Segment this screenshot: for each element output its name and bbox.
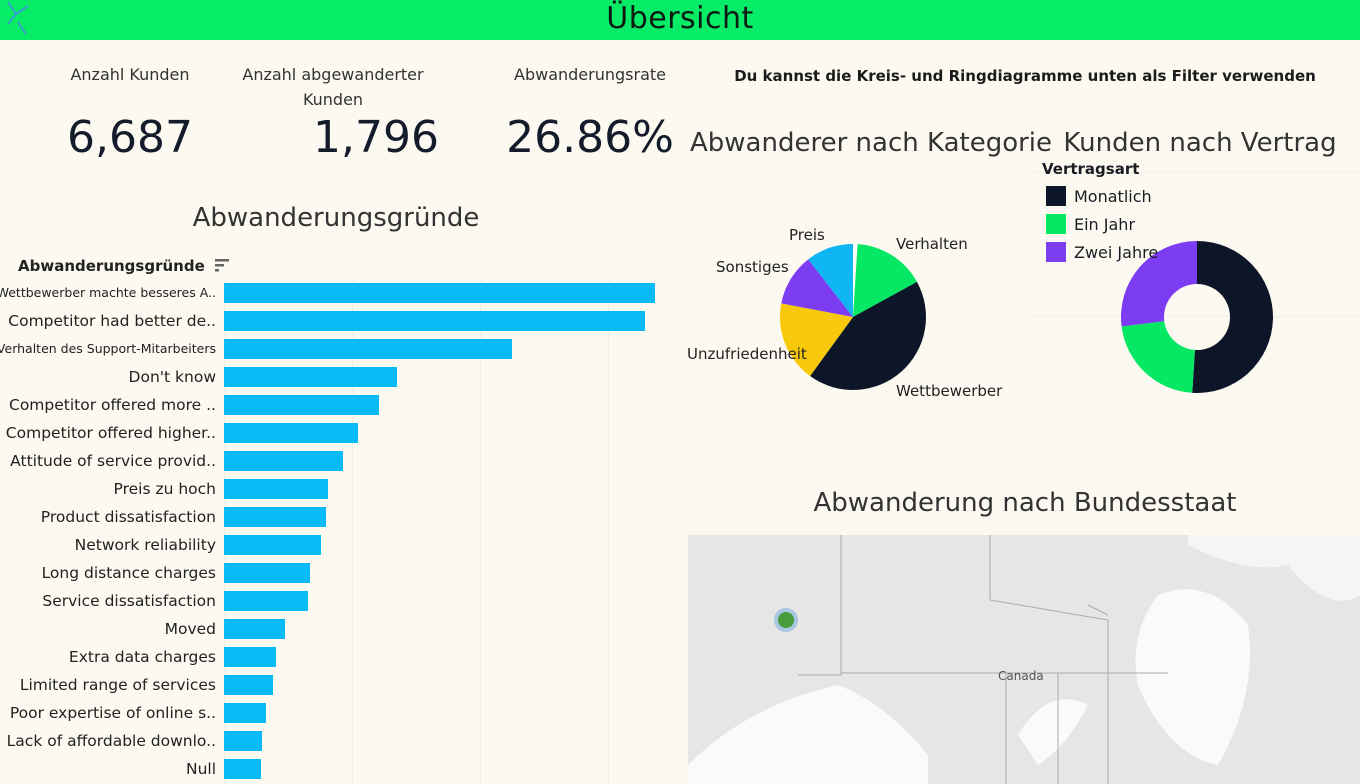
bar[interactable] [224,759,262,779]
bar[interactable] [224,479,328,499]
kpi-rate-value: 26.86% [506,112,674,163]
map-place-label: Canada [998,669,1044,683]
kpi-rate-label: Abwanderungsrate [514,65,666,84]
bar[interactable] [224,619,286,639]
bar[interactable] [224,283,656,303]
divider [1030,316,1360,317]
bar-label: Moved [164,620,216,638]
bar-label: Extra data charges [68,648,216,666]
bar[interactable] [224,591,309,611]
bar-label: Don't know [128,368,216,386]
bar-label: Lack of affordable downlo.. [6,732,216,750]
legend-swatch [1046,186,1066,206]
bar[interactable] [224,507,327,527]
header-bar: Übersicht [0,0,1360,40]
bar-label: Attitude of service provid.. [10,452,216,470]
donut-chart[interactable] [1112,232,1282,402]
kpi-churned-label: Anzahl abgewanderter Kunden [242,65,424,109]
slice-wettbewerber[interactable] [810,281,926,390]
map-view[interactable]: Canada [688,535,1360,784]
bar-label: Preis zu hoch [113,480,217,498]
pie-label-verhalten: Verhalten [896,235,968,253]
bar-label: Service dissatisfaction [42,592,216,610]
gridline [352,280,353,784]
bar-label: Product dissatisfaction [40,508,216,526]
legend-item-monatlich[interactable]: Monatlich [1046,186,1152,206]
legend-label: Ein Jahr [1074,214,1136,234]
bar-label: Network reliability [74,536,216,554]
pie-label-preis: Preis [789,226,825,244]
bar[interactable] [224,647,277,667]
legend-label: Zwei Jahre [1074,242,1159,262]
page-title: Übersicht [606,1,754,36]
bar-label: Limited range of services [19,676,216,694]
slice-verhalten[interactable] [853,244,917,317]
kpi-customers-label: Anzahl Kunden [70,65,190,84]
pie-chart[interactable] [770,234,936,400]
bar-label: Verhalten des Support-Mitarbeiters [0,341,216,356]
slice-preis[interactable] [808,244,853,317]
bar-label: Poor expertise of online s.. [9,704,216,722]
bar-label: Wettbewerber machte besseres A.. [0,285,216,300]
pie-label-unzufriedenheit: Unzufriedenheit [687,345,807,363]
slice-sonstiges[interactable] [781,259,853,317]
logo-icon [7,1,29,35]
map-shapes [688,535,1360,784]
legend-swatch [1046,214,1066,234]
legend-item-zwei-jahre[interactable]: Zwei Jahre [1046,242,1158,262]
bar[interactable] [224,311,646,331]
bar[interactable] [224,731,263,751]
pie-label-wettbewerber: Wettbewerber [896,382,1003,400]
gridline [608,280,609,784]
bar[interactable] [224,395,379,415]
divider [1030,172,1360,173]
bar-label: Competitor offered higher.. [5,424,216,442]
bar[interactable] [224,423,359,443]
kpi-customers-value: 6,687 [67,112,193,163]
pie-label-sonstiges: Sonstiges [716,258,789,276]
filter-hint: Du kannst die Kreis- und Ringdiagramme u… [734,67,1316,85]
bar[interactable] [224,451,344,471]
legend-label: Monatlich [1074,186,1152,206]
bar[interactable] [224,675,273,695]
slice-monatlich[interactable] [1192,241,1273,393]
gridline [480,280,481,784]
bar[interactable] [224,339,512,359]
bar[interactable] [224,535,322,555]
bar-label: Competitor had better de.. [8,312,216,330]
bar-chart-title: Abwanderungsgründe [192,203,480,233]
axis-title-text: Abwanderungsgründe [18,257,205,275]
map-title: Abwanderung nach Bundesstaat [813,488,1237,518]
bar-label: Null [185,760,216,778]
bar[interactable] [224,703,267,723]
bar-label: Competitor offered more .. [9,396,216,414]
legend-title: Vertragsart [1042,160,1140,178]
slice-ein-jahr[interactable] [1121,321,1195,393]
legend-swatch [1046,242,1066,262]
sort-descending-icon[interactable] [214,258,230,272]
donut-chart-title: Kunden nach Vertrag [1063,128,1337,158]
axis-line [224,280,225,784]
kpi-churned-value: 1,796 [313,112,439,163]
pie-chart-title: Abwanderer nach Kategorie [690,128,1053,158]
bar-axis-title: Abwanderungsgründe [18,257,230,275]
slice-unzufriedenheit[interactable] [780,303,853,377]
bar[interactable] [224,563,310,583]
slice-zwei-jahre[interactable] [1121,241,1197,327]
bar-label: Long distance charges [41,564,216,582]
legend-item-ein-jahr[interactable]: Ein Jahr [1046,214,1135,234]
bar[interactable] [224,367,397,387]
slice-unlabeled[interactable] [853,244,858,317]
